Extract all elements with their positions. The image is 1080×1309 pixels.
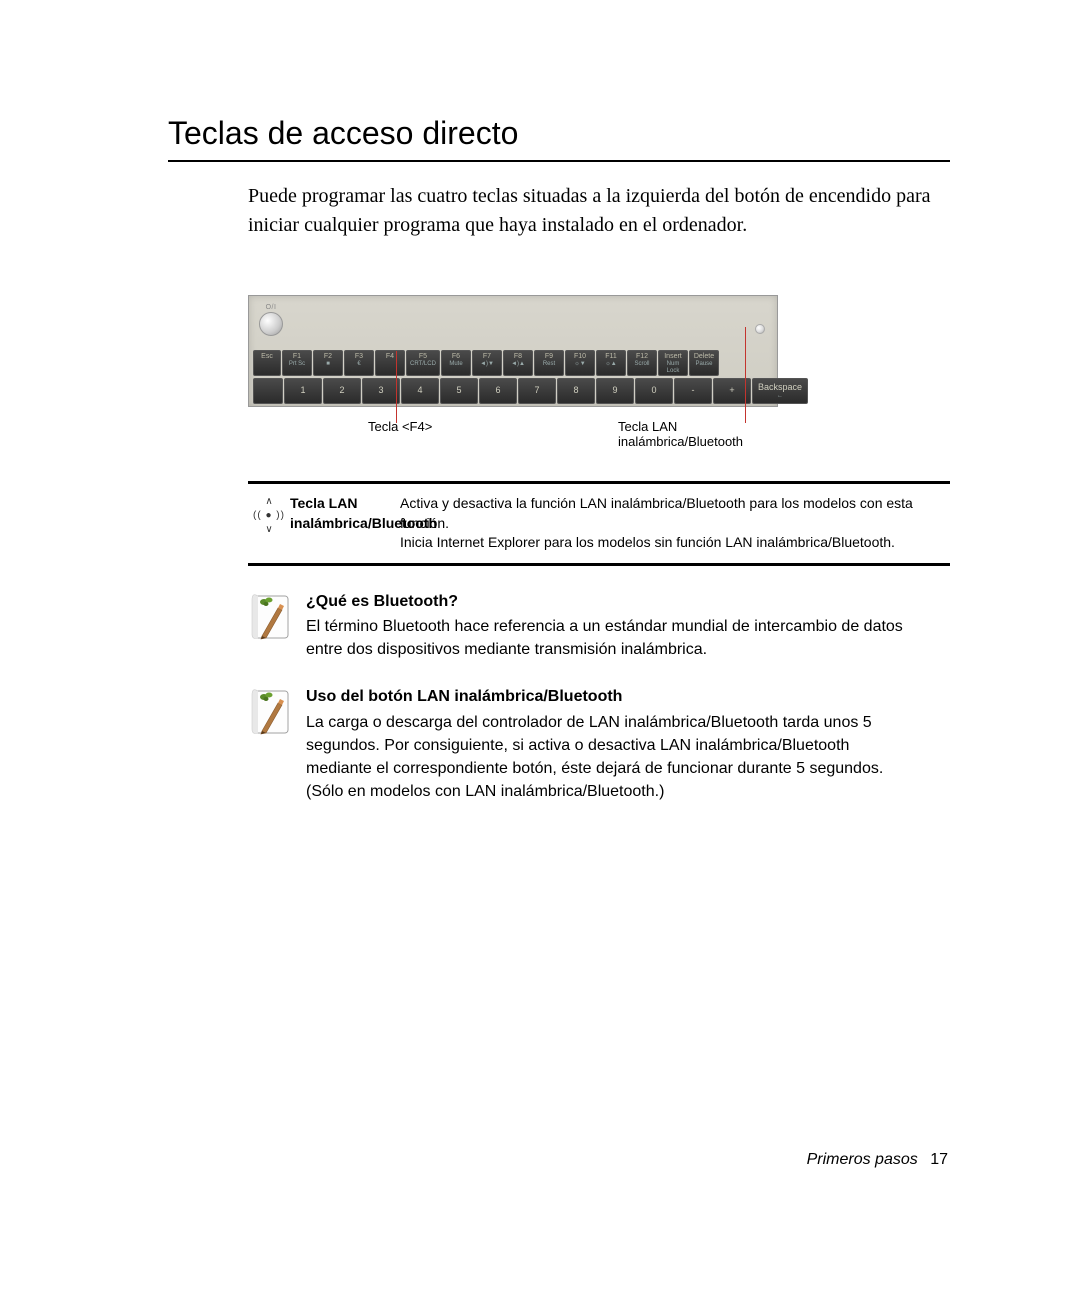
key: F9Rest — [534, 350, 564, 376]
page-footer: Primeros pasos 17 — [807, 1151, 948, 1169]
power-button-area: O/I — [259, 304, 283, 336]
num-key-row: 1234567890-+Backspace← — [253, 378, 808, 404]
key: DeletePause — [689, 350, 719, 376]
note-text: La carga o descarga del controlador de L… — [306, 711, 910, 804]
key: F1Prt Sc — [282, 350, 312, 376]
led-icon — [755, 324, 765, 334]
key: 3 — [362, 378, 400, 404]
page-heading: Teclas de acceso directo — [168, 115, 950, 162]
note-body: Uso del botón LAN inalámbrica/Bluetooth L… — [306, 685, 910, 803]
definition-desc-line2: Inicia Internet Explorer para los modelo… — [400, 533, 930, 553]
definition-block: ∧ (( ● )) ∨ Tecla LAN inalámbrica/Blueto… — [248, 481, 950, 566]
key: InsertNum Lock — [658, 350, 688, 376]
key: F10☼▼ — [565, 350, 595, 376]
keyboard-body: O/I EscF1Prt ScF2■F3€F4F5CRT/LCDF6MuteF7… — [248, 295, 778, 407]
callout-line-right — [745, 327, 746, 423]
note-title: ¿Qué es Bluetooth? — [306, 590, 910, 613]
note-text: El término Bluetooth hace referencia a u… — [306, 615, 910, 661]
definition-desc: Activa y desactiva la función LAN inalám… — [400, 494, 950, 553]
key: 6 — [479, 378, 517, 404]
key: 7 — [518, 378, 556, 404]
key: F2■ — [313, 350, 343, 376]
icon-mid: (( ● )) — [248, 509, 290, 523]
callout-lines — [248, 407, 778, 419]
key: 2 — [323, 378, 361, 404]
wireless-icon: ∧ (( ● )) ∨ — [248, 494, 290, 553]
key: F7◄)▼ — [472, 350, 502, 376]
key: Backspace← — [752, 378, 808, 404]
definition-desc-line1: Activa y desactiva la función LAN inalám… — [400, 494, 930, 533]
callout-label-right: Tecla LAN inalámbrica/Bluetooth — [618, 419, 778, 449]
footer-section: Primeros pasos — [807, 1151, 918, 1168]
key: - — [674, 378, 712, 404]
keyboard-figure: O/I EscF1Prt ScF2■F3€F4F5CRT/LCDF6MuteF7… — [248, 295, 778, 439]
key: F12Scroll — [627, 350, 657, 376]
definition-term: Tecla LAN inalámbrica/Bluetooth — [290, 494, 400, 553]
key: 9 — [596, 378, 634, 404]
key: 5 — [440, 378, 478, 404]
key — [253, 378, 283, 404]
fn-key-row: EscF1Prt ScF2■F3€F4F5CRT/LCDF6MuteF7◄)▼F… — [253, 350, 719, 376]
intro-paragraph: Puede programar las cuatro teclas situad… — [248, 182, 950, 240]
key: F6Mute — [441, 350, 471, 376]
note-body: ¿Qué es Bluetooth?El término Bluetooth h… — [306, 590, 910, 662]
note-icon — [248, 685, 306, 803]
key: F8◄)▲ — [503, 350, 533, 376]
info-note: ¿Qué es Bluetooth?El término Bluetooth h… — [248, 590, 910, 662]
footer-page-number: 17 — [930, 1151, 948, 1168]
key: 4 — [401, 378, 439, 404]
key: F5CRT/LCD — [406, 350, 440, 376]
info-note: Uso del botón LAN inalámbrica/Bluetooth L… — [248, 685, 910, 803]
callout-label-left: Tecla <F4> — [368, 419, 432, 434]
key: F11☼▲ — [596, 350, 626, 376]
icon-top: ∧ — [248, 495, 290, 509]
key: 1 — [284, 378, 322, 404]
key: F4 — [375, 350, 405, 376]
callout-labels: Tecla <F4> Tecla LAN inalámbrica/Bluetoo… — [248, 419, 778, 439]
callout-line-left — [396, 351, 397, 423]
note-title: Uso del botón LAN inalámbrica/Bluetooth — [306, 685, 910, 708]
key: Esc — [253, 350, 281, 376]
note-icon — [248, 590, 306, 662]
key: F3€ — [344, 350, 374, 376]
power-button-icon — [259, 312, 283, 336]
key: 8 — [557, 378, 595, 404]
power-label: O/I — [259, 304, 283, 311]
icon-bot: ∨ — [248, 523, 290, 537]
key: 0 — [635, 378, 673, 404]
